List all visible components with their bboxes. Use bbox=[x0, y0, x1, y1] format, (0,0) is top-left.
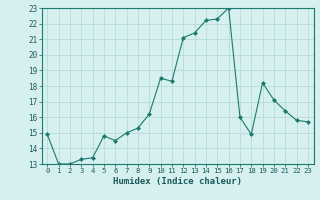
X-axis label: Humidex (Indice chaleur): Humidex (Indice chaleur) bbox=[113, 177, 242, 186]
